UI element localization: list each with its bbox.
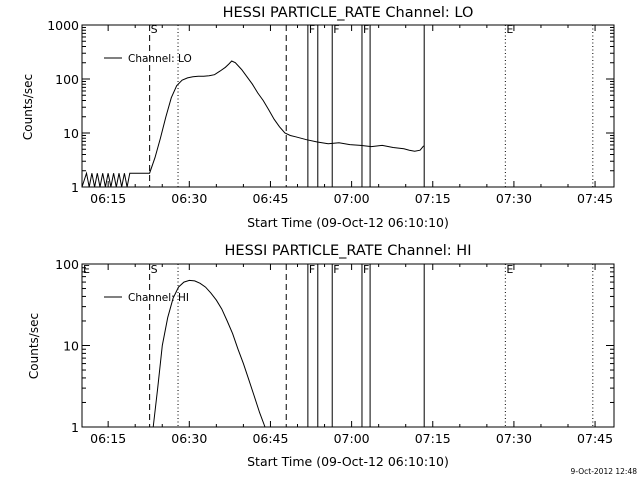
legend-label: Channel: LO bbox=[128, 53, 192, 65]
x-tick-label: 07:15 bbox=[415, 191, 451, 206]
x-tick-label: 07:45 bbox=[577, 191, 613, 206]
chart-title: HESSI PARTICLE_RATE Channel: HI bbox=[225, 243, 472, 259]
event-marker-label: S bbox=[151, 23, 158, 36]
y-tick-label: 100 bbox=[55, 72, 79, 87]
x-tick-label: 06:30 bbox=[171, 191, 207, 206]
event-marker-label: F bbox=[363, 263, 369, 276]
event-marker-label: E bbox=[506, 23, 513, 36]
y-tick-label: 10 bbox=[63, 126, 79, 141]
x-tick-label: 07:30 bbox=[496, 191, 532, 206]
x-tick-label: 06:45 bbox=[252, 191, 288, 206]
event-marker-label: E bbox=[506, 263, 513, 276]
y-tick-label: 1 bbox=[71, 420, 79, 435]
y-tick-label: 1 bbox=[71, 180, 79, 195]
x-axis-label: Start Time (09-Oct-12 06:10:10) bbox=[247, 454, 449, 469]
x-axis-label: Start Time (09-Oct-12 06:10:10) bbox=[247, 215, 449, 230]
y-axis-label: Counts/sec bbox=[21, 74, 35, 140]
event-marker-label: F bbox=[333, 23, 339, 36]
series-line bbox=[152, 279, 266, 428]
event-marker-label: F bbox=[333, 263, 339, 276]
legend-label: Channel: HI bbox=[128, 292, 189, 304]
series-line bbox=[81, 60, 425, 188]
x-tick-label: 06:15 bbox=[90, 191, 126, 206]
x-tick-label: 06:15 bbox=[90, 431, 126, 446]
x-tick-label: 07:00 bbox=[334, 431, 370, 446]
footer-timestamp: 9-Oct-2012 12:48 bbox=[571, 467, 638, 476]
event-marker-label: F bbox=[309, 263, 315, 276]
y-tick-label: 100 bbox=[55, 257, 79, 272]
y-tick-label: 1000 bbox=[47, 18, 79, 33]
y-axis-label: Counts/sec bbox=[27, 313, 41, 379]
x-tick-label: 07:00 bbox=[334, 191, 370, 206]
chart-panel-lo: HESSI PARTICLE_RATE Channel: LO Start Ti… bbox=[21, 5, 615, 230]
x-tick-label: 07:30 bbox=[496, 431, 532, 446]
x-tick-label: 07:15 bbox=[415, 431, 451, 446]
x-tick-label: 07:45 bbox=[577, 431, 613, 446]
y-tick-label: 10 bbox=[63, 339, 79, 354]
chart-panel-hi: HESSI PARTICLE_RATE Channel: HI Start Ti… bbox=[27, 243, 615, 469]
x-tick-label: 06:30 bbox=[171, 431, 207, 446]
event-marker-label: E bbox=[83, 263, 90, 276]
event-marker-label: S bbox=[151, 263, 158, 276]
plot-frame bbox=[81, 24, 615, 188]
x-tick-label: 06:45 bbox=[252, 431, 288, 446]
event-marker-label: F bbox=[309, 23, 315, 36]
event-marker-label: F bbox=[363, 23, 369, 36]
chart-title: HESSI PARTICLE_RATE Channel: LO bbox=[223, 5, 474, 21]
